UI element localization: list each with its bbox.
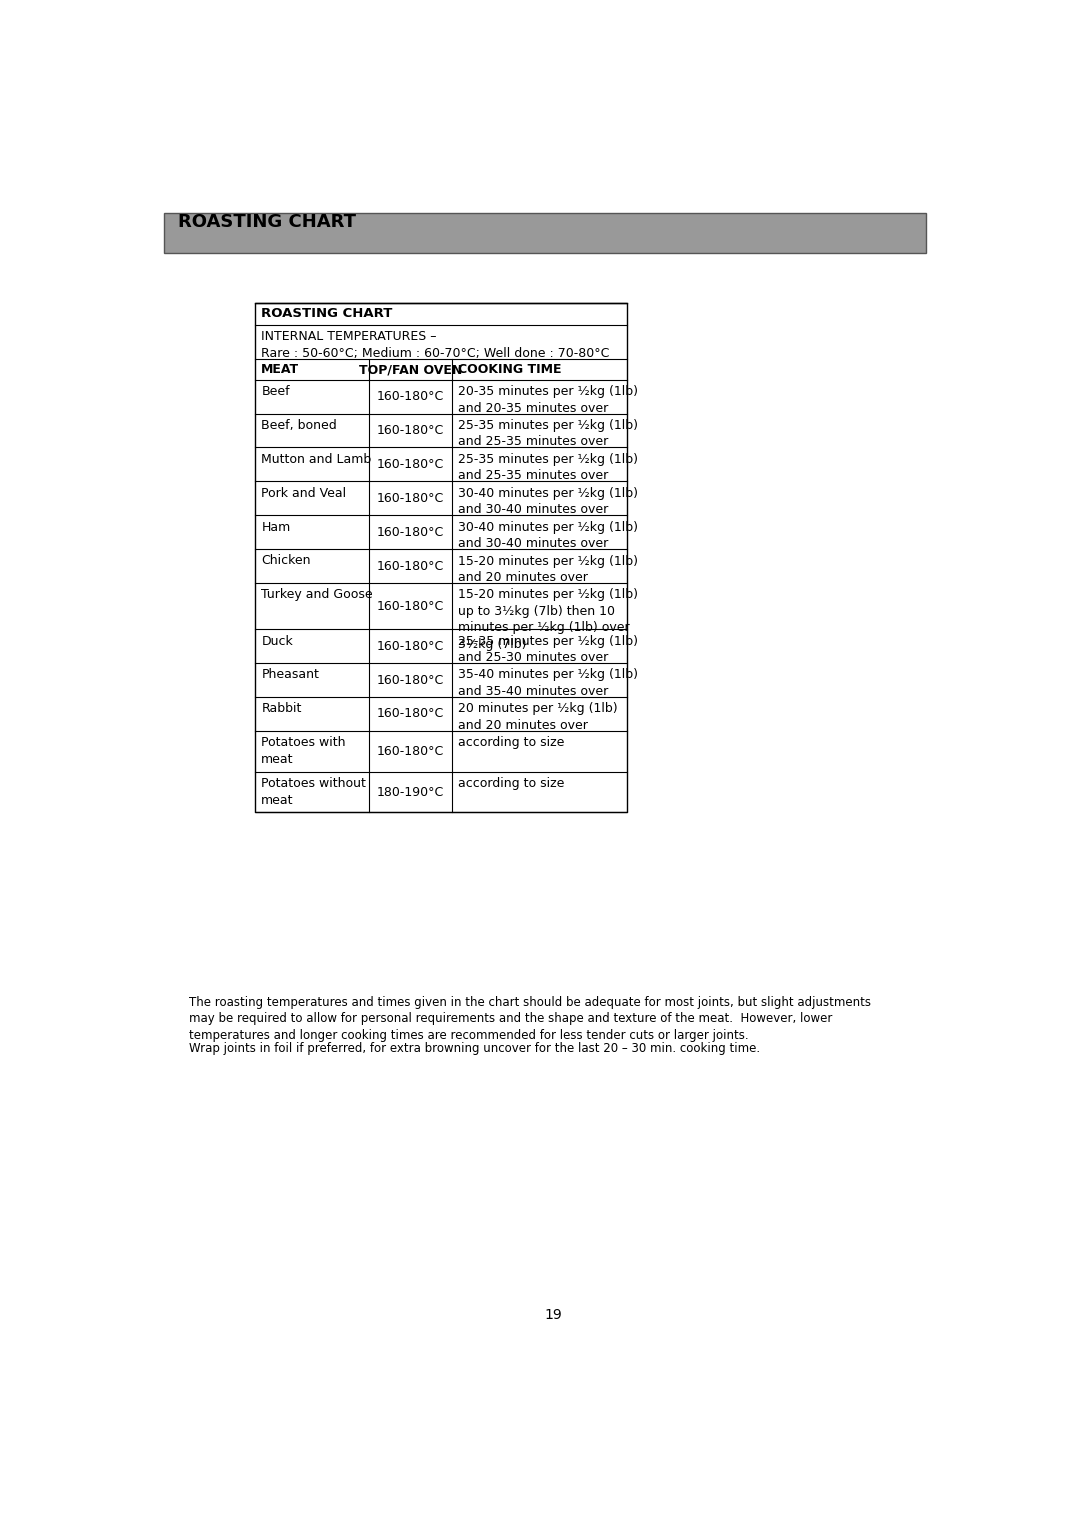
Text: 160-180°C: 160-180°C bbox=[377, 559, 444, 573]
Text: 20-35 minutes per ½kg (1lb)
and 20-35 minutes over: 20-35 minutes per ½kg (1lb) and 20-35 mi… bbox=[459, 385, 638, 414]
Text: Pork and Veal: Pork and Veal bbox=[261, 487, 347, 500]
Text: TOP/FAN OVEN: TOP/FAN OVEN bbox=[359, 364, 462, 376]
Text: 160-180°C: 160-180°C bbox=[377, 526, 444, 539]
Text: according to size: according to size bbox=[459, 778, 565, 790]
Text: Duck: Duck bbox=[261, 634, 293, 648]
Text: 160-180°C: 160-180°C bbox=[377, 640, 444, 652]
Text: 160-180°C: 160-180°C bbox=[377, 674, 444, 686]
Text: The roasting temperatures and times given in the chart should be adequate for mo: The roasting temperatures and times give… bbox=[189, 996, 872, 1042]
Text: Beef, boned: Beef, boned bbox=[261, 419, 337, 432]
Text: 160-180°C: 160-180°C bbox=[377, 492, 444, 504]
Text: 160-180°C: 160-180°C bbox=[377, 458, 444, 471]
Text: 35-40 minutes per ½kg (1lb)
and 35-40 minutes over: 35-40 minutes per ½kg (1lb) and 35-40 mi… bbox=[459, 668, 638, 698]
Text: 25-35 minutes per ½kg (1lb)
and 25-35 minutes over: 25-35 minutes per ½kg (1lb) and 25-35 mi… bbox=[459, 419, 638, 449]
Text: 160-180°C: 160-180°C bbox=[377, 707, 444, 720]
Text: 15-20 minutes per ½kg (1lb)
and 20 minutes over: 15-20 minutes per ½kg (1lb) and 20 minut… bbox=[459, 555, 638, 584]
Text: Wrap joints in foil if preferred, for extra browning uncover for the last 20 – 3: Wrap joints in foil if preferred, for ex… bbox=[189, 1042, 760, 1054]
Text: 25-35 minutes per ½kg (1lb)
and 25-35 minutes over: 25-35 minutes per ½kg (1lb) and 25-35 mi… bbox=[459, 452, 638, 483]
Text: Chicken: Chicken bbox=[261, 555, 311, 567]
Text: 180-190°C: 180-190°C bbox=[377, 785, 444, 799]
Text: 20 minutes per ½kg (1lb)
and 20 minutes over: 20 minutes per ½kg (1lb) and 20 minutes … bbox=[459, 703, 618, 732]
Text: INTERNAL TEMPERATURES –
Rare : 50-60°C; Medium : 60-70°C; Well done : 70-80°C: INTERNAL TEMPERATURES – Rare : 50-60°C; … bbox=[261, 330, 610, 361]
Text: COOKING TIME: COOKING TIME bbox=[459, 364, 562, 376]
Text: 30-40 minutes per ½kg (1lb)
and 30-40 minutes over: 30-40 minutes per ½kg (1lb) and 30-40 mi… bbox=[459, 487, 638, 516]
Text: MEAT: MEAT bbox=[261, 364, 299, 376]
Text: Ham: Ham bbox=[261, 521, 291, 533]
Text: Beef: Beef bbox=[261, 385, 289, 399]
Text: Pheasant: Pheasant bbox=[261, 668, 320, 681]
Text: Potatoes with
meat: Potatoes with meat bbox=[261, 736, 346, 766]
Text: 160-180°C: 160-180°C bbox=[377, 425, 444, 437]
Text: 160-180°C: 160-180°C bbox=[377, 599, 444, 613]
Text: 25-35 minutes per ½kg (1lb)
and 25-30 minutes over: 25-35 minutes per ½kg (1lb) and 25-30 mi… bbox=[459, 634, 638, 665]
Text: 19: 19 bbox=[544, 1308, 563, 1322]
Text: according to size: according to size bbox=[459, 736, 565, 749]
Bar bbox=[164, 212, 926, 252]
Text: 160-180°C: 160-180°C bbox=[377, 744, 444, 758]
Bar bbox=[255, 303, 627, 813]
Text: ROASTING CHART: ROASTING CHART bbox=[261, 307, 393, 319]
Text: 15-20 minutes per ½kg (1lb)
up to 3½kg (7lb) then 10
minutes per ½kg (1lb) over
: 15-20 minutes per ½kg (1lb) up to 3½kg (… bbox=[459, 588, 638, 651]
Text: 160-180°C: 160-180°C bbox=[377, 390, 444, 403]
Text: ROASTING CHART: ROASTING CHART bbox=[177, 212, 355, 231]
Text: 30-40 minutes per ½kg (1lb)
and 30-40 minutes over: 30-40 minutes per ½kg (1lb) and 30-40 mi… bbox=[459, 521, 638, 550]
Text: Rabbit: Rabbit bbox=[261, 703, 301, 715]
Text: Turkey and Goose: Turkey and Goose bbox=[261, 588, 373, 602]
Text: Mutton and Lamb: Mutton and Lamb bbox=[261, 452, 372, 466]
Text: Potatoes without
meat: Potatoes without meat bbox=[261, 778, 366, 807]
